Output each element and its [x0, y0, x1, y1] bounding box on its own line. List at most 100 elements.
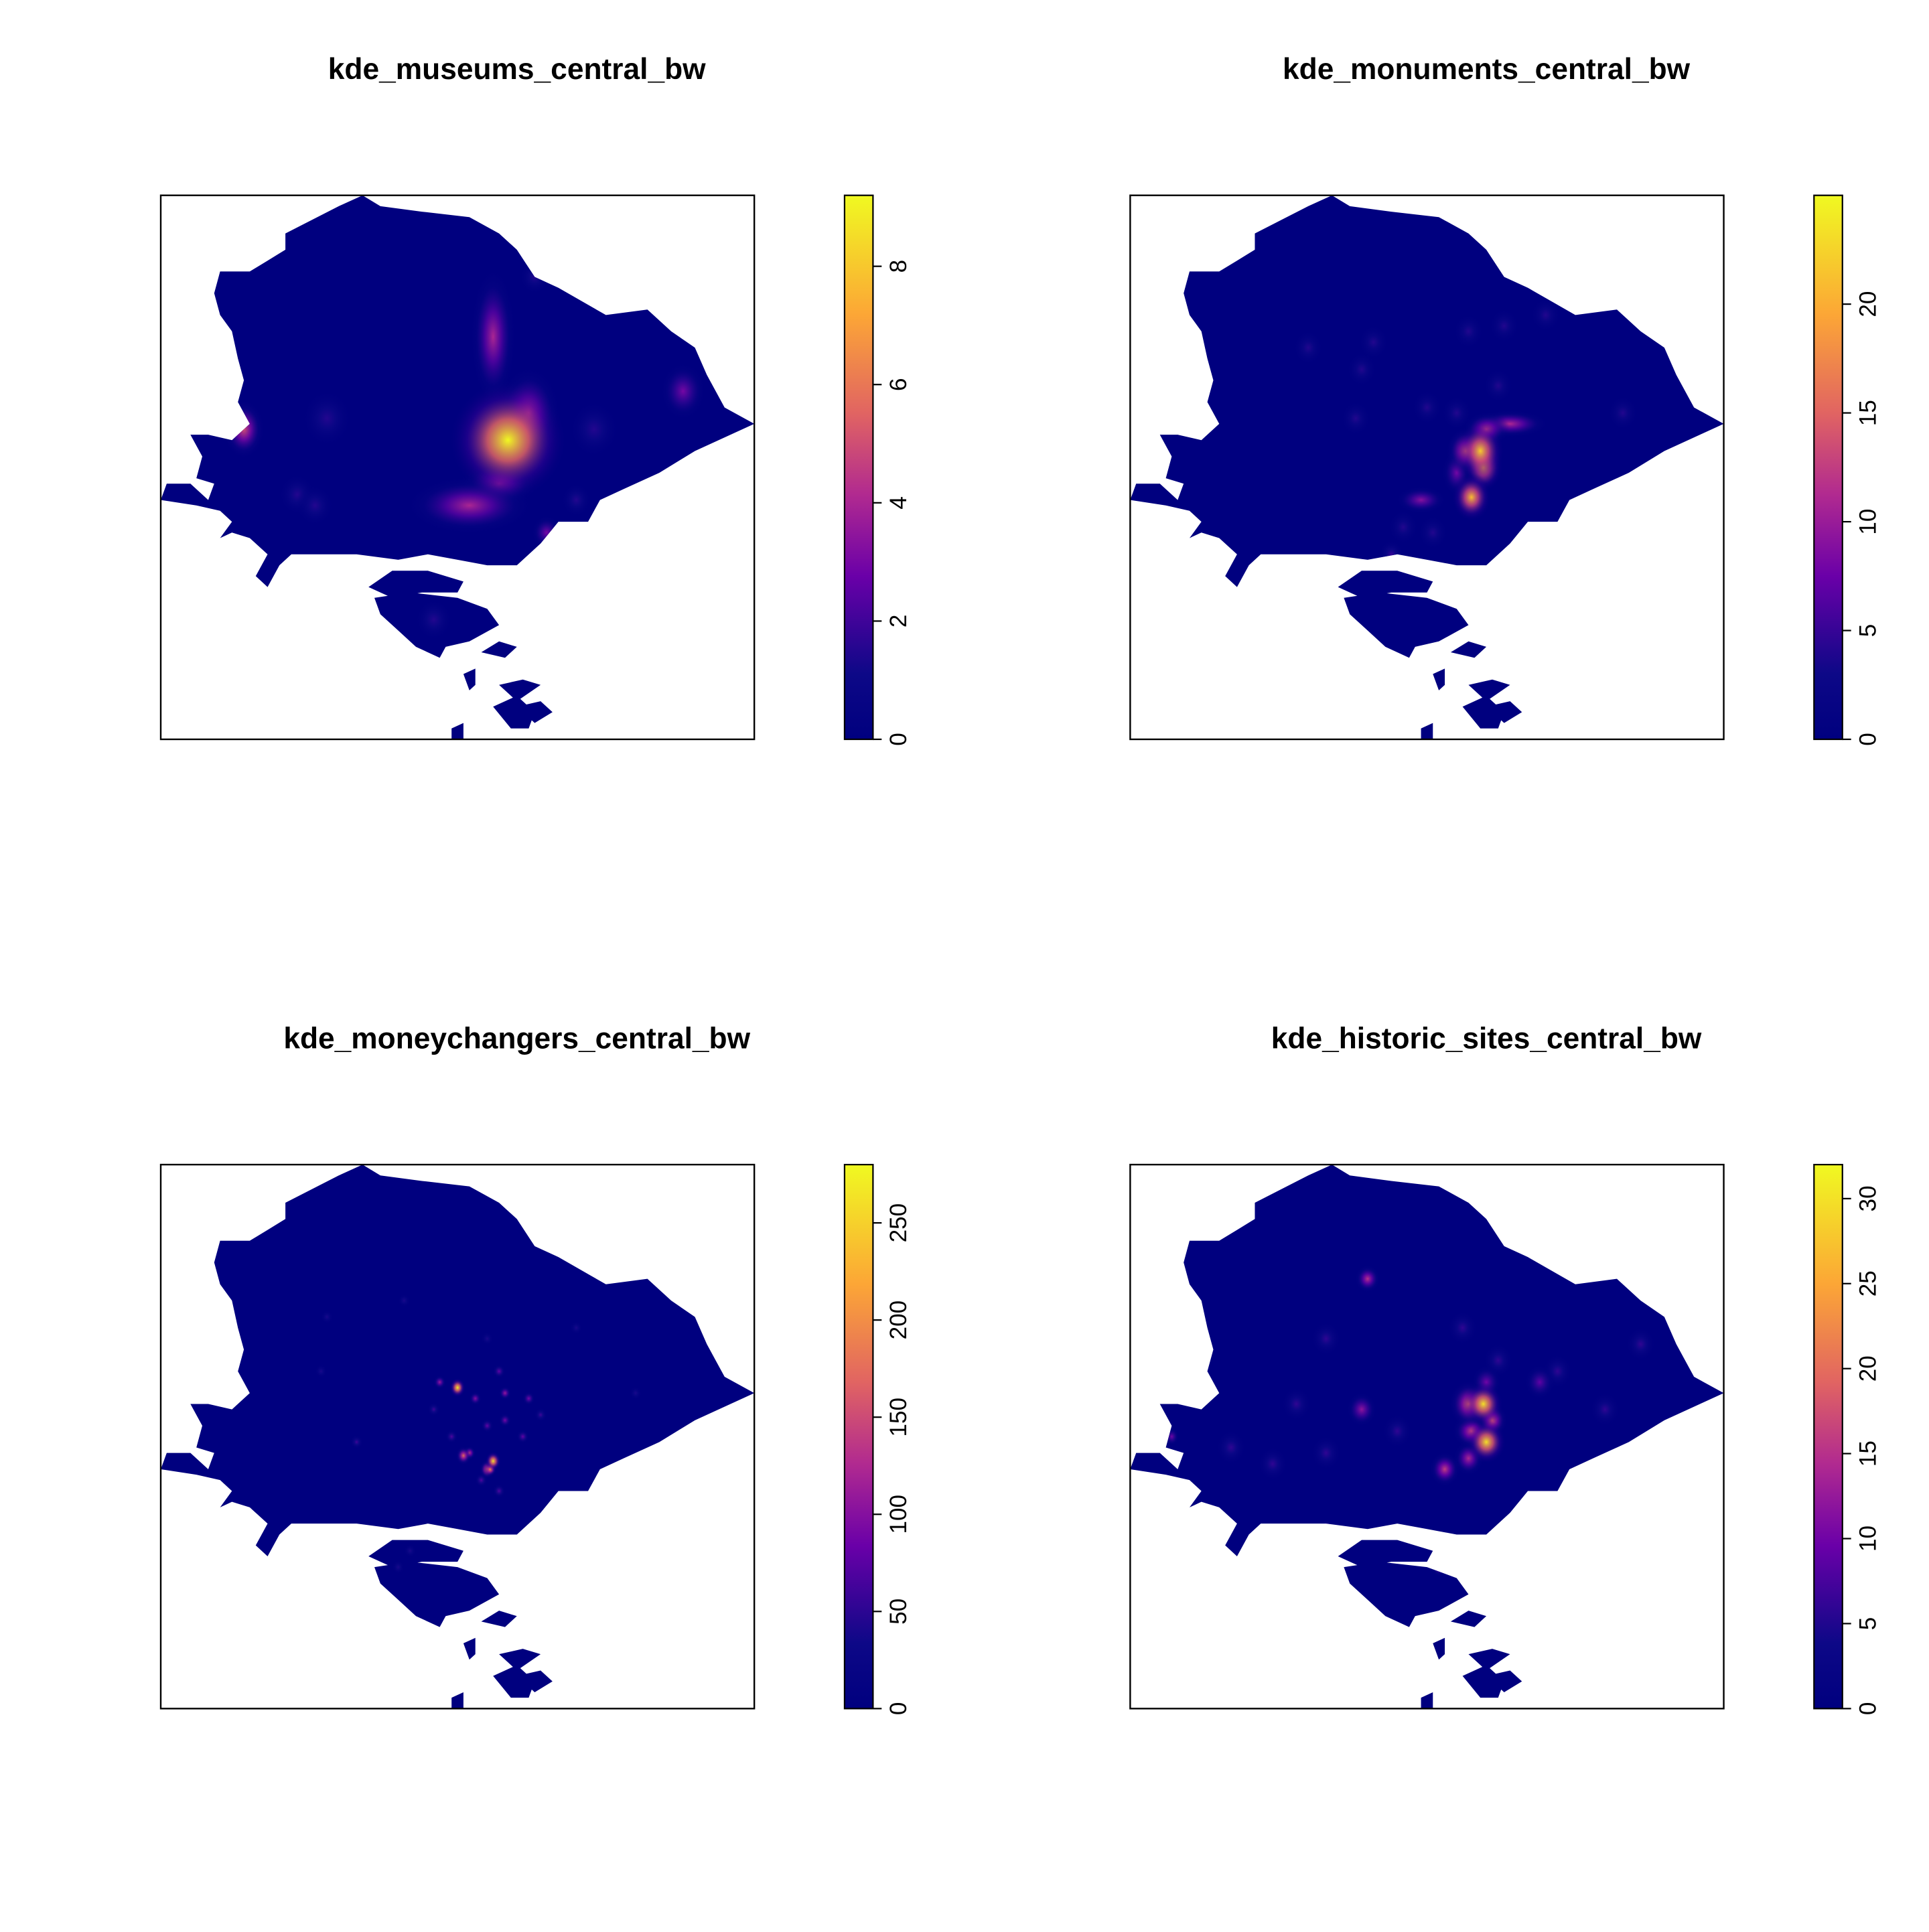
chart-panel-2: kde_monuments_central_bw 0 5 10 15 20: [1129, 53, 1881, 746]
colorbar-tick-label: 4: [885, 496, 912, 510]
colorbar: [844, 1165, 873, 1709]
density-hotspot: [455, 1446, 472, 1465]
colorbar-tick-label: 20: [1855, 291, 1881, 317]
density-hotspot: [470, 265, 517, 409]
density-hotspot: [1457, 421, 1504, 481]
density-hotspot: [1346, 351, 1378, 388]
density-hotspot: [301, 388, 354, 449]
density-hotspot: [1358, 324, 1390, 360]
density-hotspot: [1310, 1321, 1342, 1357]
chart-panel-1: kde_museums_central_bw 0 2 4 6 8: [159, 53, 912, 746]
colorbar-tick-label: 25: [1855, 1270, 1881, 1296]
colorbar-tick-label: 20: [1855, 1355, 1881, 1382]
density-hotspot: [445, 1429, 458, 1444]
density-hotspot: [480, 1418, 494, 1433]
density-hotspot: [498, 1413, 512, 1428]
chart-panel-3: kde_moneychangers_central_bw 0 50 100 150 200…: [159, 1023, 912, 1716]
density-hotspot: [1340, 400, 1372, 437]
density-hotspot: [1625, 1326, 1656, 1362]
density-layer: [1292, 297, 1639, 569]
colorbar-tick-label: 5: [1855, 1617, 1881, 1631]
density-hotspot: [492, 1483, 506, 1499]
density-hotspot: [222, 399, 265, 459]
chart-title: kde_museums_central_bw: [328, 53, 706, 86]
density-hotspot: [295, 484, 335, 527]
colorbar-frame: [843, 194, 874, 741]
density-hotspot: [1411, 389, 1443, 426]
density-hotspot: [449, 380, 567, 500]
density-hotspot: [1514, 1493, 1541, 1522]
density-hotspot: [560, 481, 592, 518]
density-hotspot: [1488, 307, 1520, 344]
chart-title: kde_moneychangers_central_bw: [283, 1023, 750, 1055]
density-hotspot: [518, 258, 551, 295]
colorbar-frame: [843, 1163, 874, 1710]
colorbar-tick-label: 0: [1855, 1702, 1881, 1716]
density-hotspot: [314, 1364, 328, 1379]
colorbar-tick-label: 100: [885, 1495, 912, 1534]
colorbar-tick-label: 150: [885, 1398, 912, 1437]
density-hotspot: [1378, 540, 1405, 569]
density-hotspot: [1310, 1434, 1342, 1471]
density-hotspot: [1453, 313, 1484, 350]
density-hotspot: [1387, 509, 1419, 546]
density-hotspot: [1463, 1382, 1503, 1426]
density-layer: [314, 1293, 642, 1574]
colorbar-tick-label: 15: [1855, 400, 1881, 426]
plot-frame: [1129, 1163, 1725, 1710]
colorbar: [844, 195, 873, 739]
density-layer: [222, 258, 707, 642]
colorbar-tick-label: 200: [885, 1301, 912, 1340]
density-hotspot: [485, 1451, 501, 1471]
region-map: [1130, 195, 1724, 739]
plot-frame: [1129, 194, 1725, 741]
density-hotspot: [492, 1364, 506, 1379]
density-hotspot: [1191, 1359, 1212, 1384]
colorbar-tick-label: 10: [1855, 509, 1881, 535]
colorbar: [1814, 195, 1843, 739]
colorbar-tick-label: 5: [1855, 624, 1881, 638]
density-hotspot: [468, 1391, 482, 1406]
density-hotspot: [1607, 394, 1639, 431]
density-hotspot: [516, 1429, 530, 1444]
density-hotspot: [427, 1402, 441, 1417]
density-hotspot: [403, 1544, 417, 1558]
density-hotspot: [1482, 368, 1514, 404]
colorbar-tick-label: 0: [1855, 733, 1881, 746]
chart-panel-4: kde_historic_sites_central_bw 0 5 10 15 20 25 3…: [1129, 1023, 1881, 1716]
density-hotspot: [1292, 329, 1324, 366]
colorbar-tick-label: 10: [1855, 1526, 1881, 1552]
density-hotspot: [1524, 1364, 1556, 1400]
colorbar-tick-label: 50: [885, 1599, 912, 1625]
density-hotspot: [1466, 1420, 1506, 1464]
density-hotspot: [1451, 473, 1492, 522]
colorbar-tick-label: 0: [885, 1702, 912, 1716]
density-hotspot: [659, 361, 707, 421]
density-hotspot: [1417, 514, 1449, 551]
plot-frame: [159, 1163, 756, 1710]
density-hotspot: [1429, 1451, 1461, 1487]
colorbar-tick-label: 2: [885, 615, 912, 628]
density-hotspot: [480, 1331, 494, 1346]
density-hotspot: [414, 598, 453, 642]
density-hotspot: [1163, 1426, 1180, 1446]
density-hotspot: [1381, 1413, 1413, 1449]
density-hotspot: [1257, 1446, 1289, 1482]
density-hotspot: [569, 1321, 583, 1335]
chart-title: kde_historic_sites_central_bw: [1271, 1023, 1702, 1055]
colorbar-frame: [1813, 194, 1843, 741]
density-hotspot: [1447, 1309, 1479, 1346]
density-hotspot: [1354, 1264, 1381, 1294]
density-hotspot: [498, 1386, 512, 1400]
colorbar-tick-label: 250: [885, 1203, 912, 1243]
density-hotspot: [350, 1434, 364, 1450]
density-layer: [1163, 1264, 1656, 1577]
density-hotspot: [320, 1309, 334, 1325]
density-hotspot: [1431, 1557, 1447, 1577]
density-hotspot: [1281, 1386, 1312, 1422]
density-hotspot: [1318, 1519, 1334, 1539]
density-hotspot: [1589, 1391, 1621, 1428]
density-hotspot: [1395, 486, 1447, 515]
